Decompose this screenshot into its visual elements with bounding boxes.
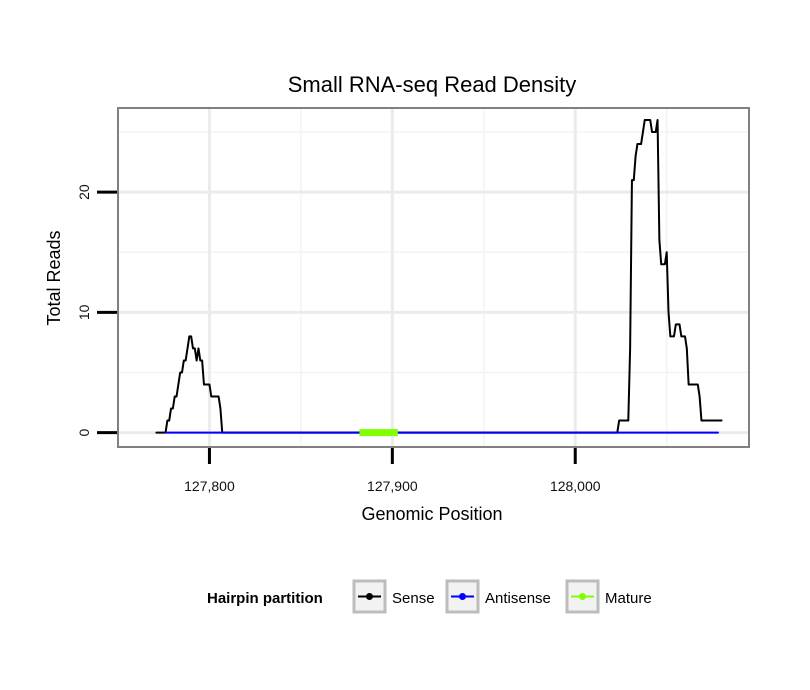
y-tick-label: 10 xyxy=(76,304,92,320)
x-axis-title: Genomic Position xyxy=(361,504,502,524)
legend: Hairpin partition Sense Antisense Mature xyxy=(207,579,652,614)
legend-label-antisense: Antisense xyxy=(485,590,551,607)
legend-label-mature: Mature xyxy=(605,590,652,607)
legend-label-sense: Sense xyxy=(392,590,435,607)
plot-panel xyxy=(118,108,749,447)
axes: 0 10 20 127,800 127,900 128,000 xyxy=(76,184,601,494)
legend-title: Hairpin partition xyxy=(207,590,323,607)
series-line-sense xyxy=(155,119,723,434)
series-layer xyxy=(155,119,723,437)
plot-border xyxy=(117,107,750,448)
legend-key-point xyxy=(579,593,586,600)
x-tick-label: 127,800 xyxy=(184,478,235,494)
legend-key-point xyxy=(459,593,466,600)
x-tick-label: 128,000 xyxy=(550,478,601,494)
x-tick-label: 127,900 xyxy=(367,478,418,494)
chart-title: Small RNA-seq Read Density xyxy=(288,72,577,97)
y-tick-label: 0 xyxy=(76,428,92,436)
legend-key-point xyxy=(366,593,373,600)
y-tick-label: 20 xyxy=(76,184,92,200)
y-axis-title: Total Reads xyxy=(44,230,64,325)
